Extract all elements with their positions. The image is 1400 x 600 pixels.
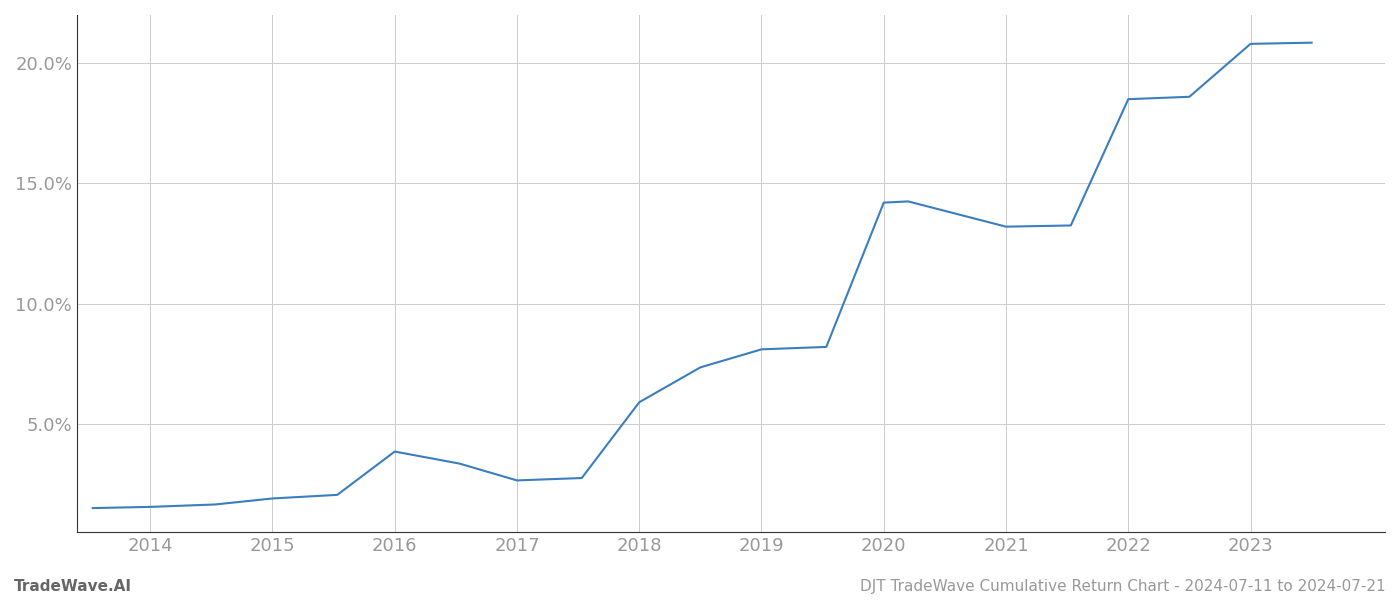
Text: DJT TradeWave Cumulative Return Chart - 2024-07-11 to 2024-07-21: DJT TradeWave Cumulative Return Chart - … <box>861 579 1386 594</box>
Text: TradeWave.AI: TradeWave.AI <box>14 579 132 594</box>
